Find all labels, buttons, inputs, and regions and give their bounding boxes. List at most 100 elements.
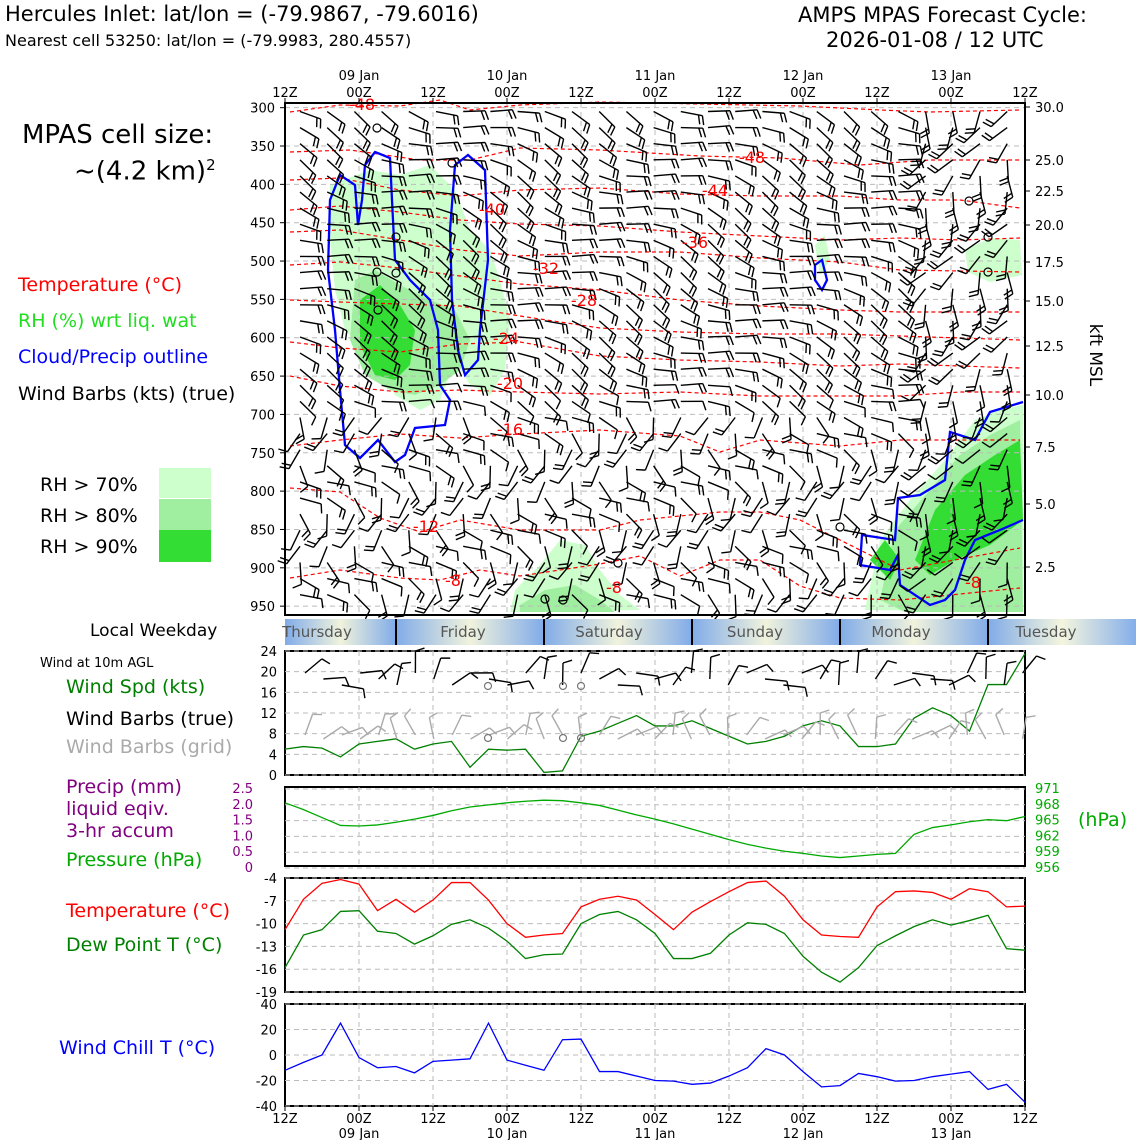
wind-barb-10m-true-staff [783, 684, 806, 689]
wind-barb-upper [870, 368, 893, 388]
wind-barb-upper-flag [827, 347, 832, 358]
wind-barb-10m-true [561, 659, 573, 686]
wind-barb-upper-flag [954, 457, 964, 464]
wind-barb-10m-true [414, 647, 425, 674]
wind-barb-10m-true [636, 672, 661, 686]
wind-barb-upper-flag [447, 271, 453, 281]
wind-barb-upper-flag [864, 534, 868, 544]
wind-barb-upper-flag [904, 570, 914, 577]
wind-barb-upper-staff [870, 513, 892, 523]
wind-barb-upper [462, 239, 480, 265]
wind-barb-upper-flag [507, 291, 511, 302]
wind-barb-upper-flag [806, 218, 810, 229]
wind-barb-upper-flag [694, 253, 699, 264]
wind-barb-upper [489, 191, 509, 216]
wind-barb-upper [775, 513, 791, 538]
pressure-tick-label: 800 [250, 485, 275, 500]
wind-barb-upper [544, 384, 562, 410]
wind-barb-10m-grid [428, 712, 438, 740]
wind-barb-upper-flag [887, 261, 890, 272]
wind-barb-upper [789, 175, 807, 201]
wind-barb-upper-flag [320, 503, 323, 514]
wind-barb-upper [734, 255, 755, 278]
wind-barb-upper [299, 513, 311, 541]
wind-barb-upper-flag [507, 127, 513, 137]
wind-barb-upper-flag [638, 137, 643, 147]
wind-barb-upper-flag [958, 134, 968, 141]
wind-barb-upper-flag [607, 123, 613, 133]
wind-barb-upper-flag [663, 431, 674, 435]
wind-barb-upper-flag [402, 242, 407, 253]
wind-barb-upper-flag [334, 428, 345, 433]
wind-barb-upper [816, 336, 836, 360]
wind-barb-upper-flag [375, 222, 381, 232]
weekday-name: Friday [440, 623, 486, 641]
wind-barb-upper [517, 432, 540, 450]
wind-barb-upper-flag [773, 207, 779, 217]
wind-barb-upper-flag [954, 552, 963, 560]
wind-barb-upper-flag [868, 470, 878, 477]
wind-barb-upper [490, 271, 512, 290]
wind-barb-upper [761, 223, 782, 247]
wind-barb-upper-flag [457, 128, 462, 138]
wind-barb-upper-flag [821, 592, 831, 597]
wind-barb-upper-flag [316, 487, 318, 498]
wind-barb-upper-flag [651, 582, 661, 590]
wind-barb-upper-flag [928, 379, 938, 386]
wind-barb-upper [734, 400, 755, 423]
wind-barb-upper-staff [962, 449, 981, 464]
wind-barb-upper-flag [611, 550, 622, 554]
wind-barb-upper-staff [843, 529, 866, 535]
wind-barb-upper-flag [375, 582, 378, 593]
wind-barb-upper-flag [557, 217, 562, 227]
wind-barb-10m-grid-staff [359, 725, 379, 740]
wind-barb-upper-flag [888, 223, 894, 234]
cell-size-value-text: ~(4.2 km) [74, 156, 207, 187]
bottom-hour-label: 00Z [642, 1112, 668, 1127]
wind-barb-upper [898, 239, 920, 259]
wind-barb-upper-flag [561, 242, 565, 253]
wind-barb-upper [843, 400, 866, 418]
wind-barb-upper-flag [999, 177, 1009, 182]
bottom-hour-label: 12Z [272, 1112, 298, 1127]
wind-barb-upper [843, 159, 864, 180]
wind-barb-upper-flag [981, 327, 990, 335]
wind-barb-upper-flag [702, 157, 708, 168]
wind-barb-upper-flag [484, 110, 490, 120]
wind-barb-upper-flag [430, 384, 435, 394]
wind-barb-upper-flag [469, 593, 479, 598]
wind-barb-upper-flag [330, 577, 338, 586]
wind-barb-upper-flag [317, 287, 323, 297]
wind-barb-upper [490, 255, 510, 278]
wind-barb-upper-flag [781, 434, 792, 440]
wind-barb-upper-flag [880, 123, 886, 133]
wind-barb-upper-flag [538, 358, 541, 369]
wind-barb-10m-grid-flag [908, 718, 918, 724]
wind-barb-upper-flag [390, 430, 400, 434]
wind-barb-upper-flag [672, 248, 675, 259]
wind-barb-upper-flag [713, 467, 721, 476]
wind-barb-upper-flag [528, 234, 533, 244]
wind-barb-upper-flag [697, 485, 701, 495]
wind-barb-upper-flag [664, 303, 670, 313]
wind-barb-upper [381, 384, 405, 400]
wind-barb-upper-flag [554, 464, 565, 467]
wind-barb-upper [516, 449, 529, 477]
wind-barb-upper [870, 432, 893, 452]
wind-barb-upper-flag [345, 201, 348, 211]
wind-barb-upper [843, 127, 861, 152]
wind-barb-upper-flag [779, 260, 782, 271]
wind-barb-10m-grid-staff [470, 727, 490, 740]
wind-barb-upper-flag [688, 284, 695, 295]
wind-barb-10m-true-flag [440, 657, 451, 659]
wind-barb-upper-staff [366, 417, 383, 435]
wind-barb-upper-flag [861, 222, 867, 232]
wind-barb-upper [762, 319, 789, 330]
wind-barb-upper [721, 530, 736, 554]
wind-barb-upper [932, 175, 954, 196]
wind-barb-upper [571, 384, 590, 409]
wind-barb-upper [433, 578, 443, 606]
wind-barb-upper-flag [830, 329, 834, 339]
wind-barb-upper-flag [344, 330, 348, 341]
temperature-contour-5 [289, 261, 1020, 313]
